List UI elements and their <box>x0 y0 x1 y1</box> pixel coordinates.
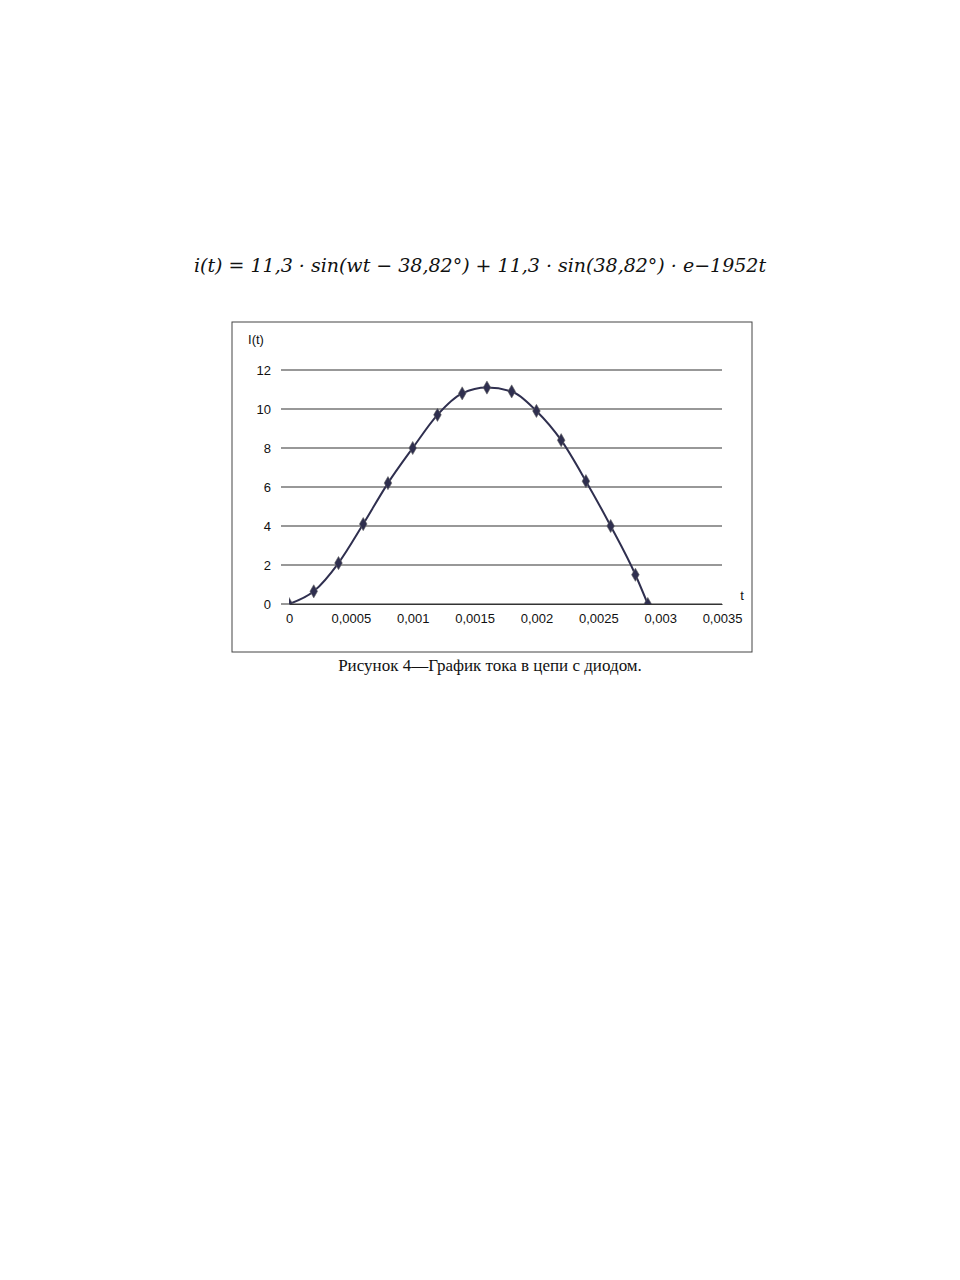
y-tick-label: 10 <box>257 402 271 417</box>
grid-line <box>281 486 722 487</box>
plot-area <box>289 381 652 604</box>
y-tick-label: 0 <box>264 597 271 612</box>
data-point <box>607 519 615 532</box>
y-tick: 10 <box>257 402 289 417</box>
data-point <box>644 597 652 604</box>
chart-frame <box>232 322 752 652</box>
page: i(t) = 11,3 · sin(wt − 38,82°) + 11,3 · … <box>0 0 960 1280</box>
x-tick-label: 0,003 <box>644 611 677 626</box>
y-axis-line <box>289 371 290 605</box>
x-tick: 0,0025 <box>579 604 619 626</box>
x-tick: 0,0035 <box>703 604 743 626</box>
y-axis: 0 2 4 6 8 10 12 <box>257 363 290 612</box>
background <box>0 0 960 1280</box>
x-axis-line <box>290 604 723 605</box>
data-point <box>289 597 293 604</box>
title: i(t) = 11,3 · sin(wt − 38,82°) + 11,3 · … <box>194 254 766 276</box>
x-tick: 0,002 <box>521 604 554 626</box>
data-point <box>533 404 541 417</box>
y-tick-label: 6 <box>264 480 271 495</box>
y-tick: 8 <box>264 441 289 456</box>
x-tick-label: 0,0025 <box>579 611 619 626</box>
grid <box>281 370 722 604</box>
x-tick-label: 0,002 <box>521 611 554 626</box>
y-axis-label: I(t) <box>248 332 264 347</box>
caption: Рисунок 4—График тока в цепи с диодом. <box>338 656 642 675</box>
grid-line <box>281 447 722 448</box>
data-point <box>384 477 392 490</box>
y-tick-label: 2 <box>264 558 271 573</box>
data-point <box>335 556 343 569</box>
x-axis-label: t <box>740 588 744 603</box>
grid-line <box>281 564 722 565</box>
x-tick: 0 <box>286 604 293 626</box>
data-point <box>458 387 466 400</box>
y-tick: 12 <box>257 363 289 378</box>
y-tick: 0 <box>264 597 289 612</box>
x-tick-label: 0,0035 <box>703 611 743 626</box>
grid-line <box>281 603 722 604</box>
data-point <box>483 381 491 394</box>
y-tick-label: 8 <box>264 441 271 456</box>
y-tick: 2 <box>264 558 289 573</box>
x-tick-label: 0 <box>286 611 293 626</box>
data-point <box>434 408 442 421</box>
x-axis: 0 0,0005 0,001 0,0015 0,002 0,0025 0,003 0,0035 <box>286 604 743 626</box>
data-line <box>289 388 648 604</box>
y-tick: 4 <box>264 519 289 534</box>
x-tick: 0,001 <box>397 604 430 626</box>
x-tick: 0,0015 <box>455 604 495 626</box>
grid-line <box>281 369 722 370</box>
x-tick-label: 0,0005 <box>331 611 371 626</box>
x-tick: 0,003 <box>644 604 677 626</box>
grid-line <box>281 408 722 409</box>
data-point <box>632 568 640 581</box>
data-point <box>557 434 565 447</box>
data-point <box>582 475 590 488</box>
y-tick-label: 4 <box>264 519 271 534</box>
x-tick: 0,0005 <box>331 604 371 626</box>
data-point <box>409 441 417 454</box>
data-point <box>508 385 516 398</box>
data-point <box>359 517 367 530</box>
x-tick-label: 0,001 <box>397 611 430 626</box>
y-tick: 6 <box>264 480 289 495</box>
data-point <box>310 585 318 598</box>
x-tick-label: 0,0015 <box>455 611 495 626</box>
grid-line <box>281 525 722 526</box>
y-tick-label: 12 <box>257 363 271 378</box>
